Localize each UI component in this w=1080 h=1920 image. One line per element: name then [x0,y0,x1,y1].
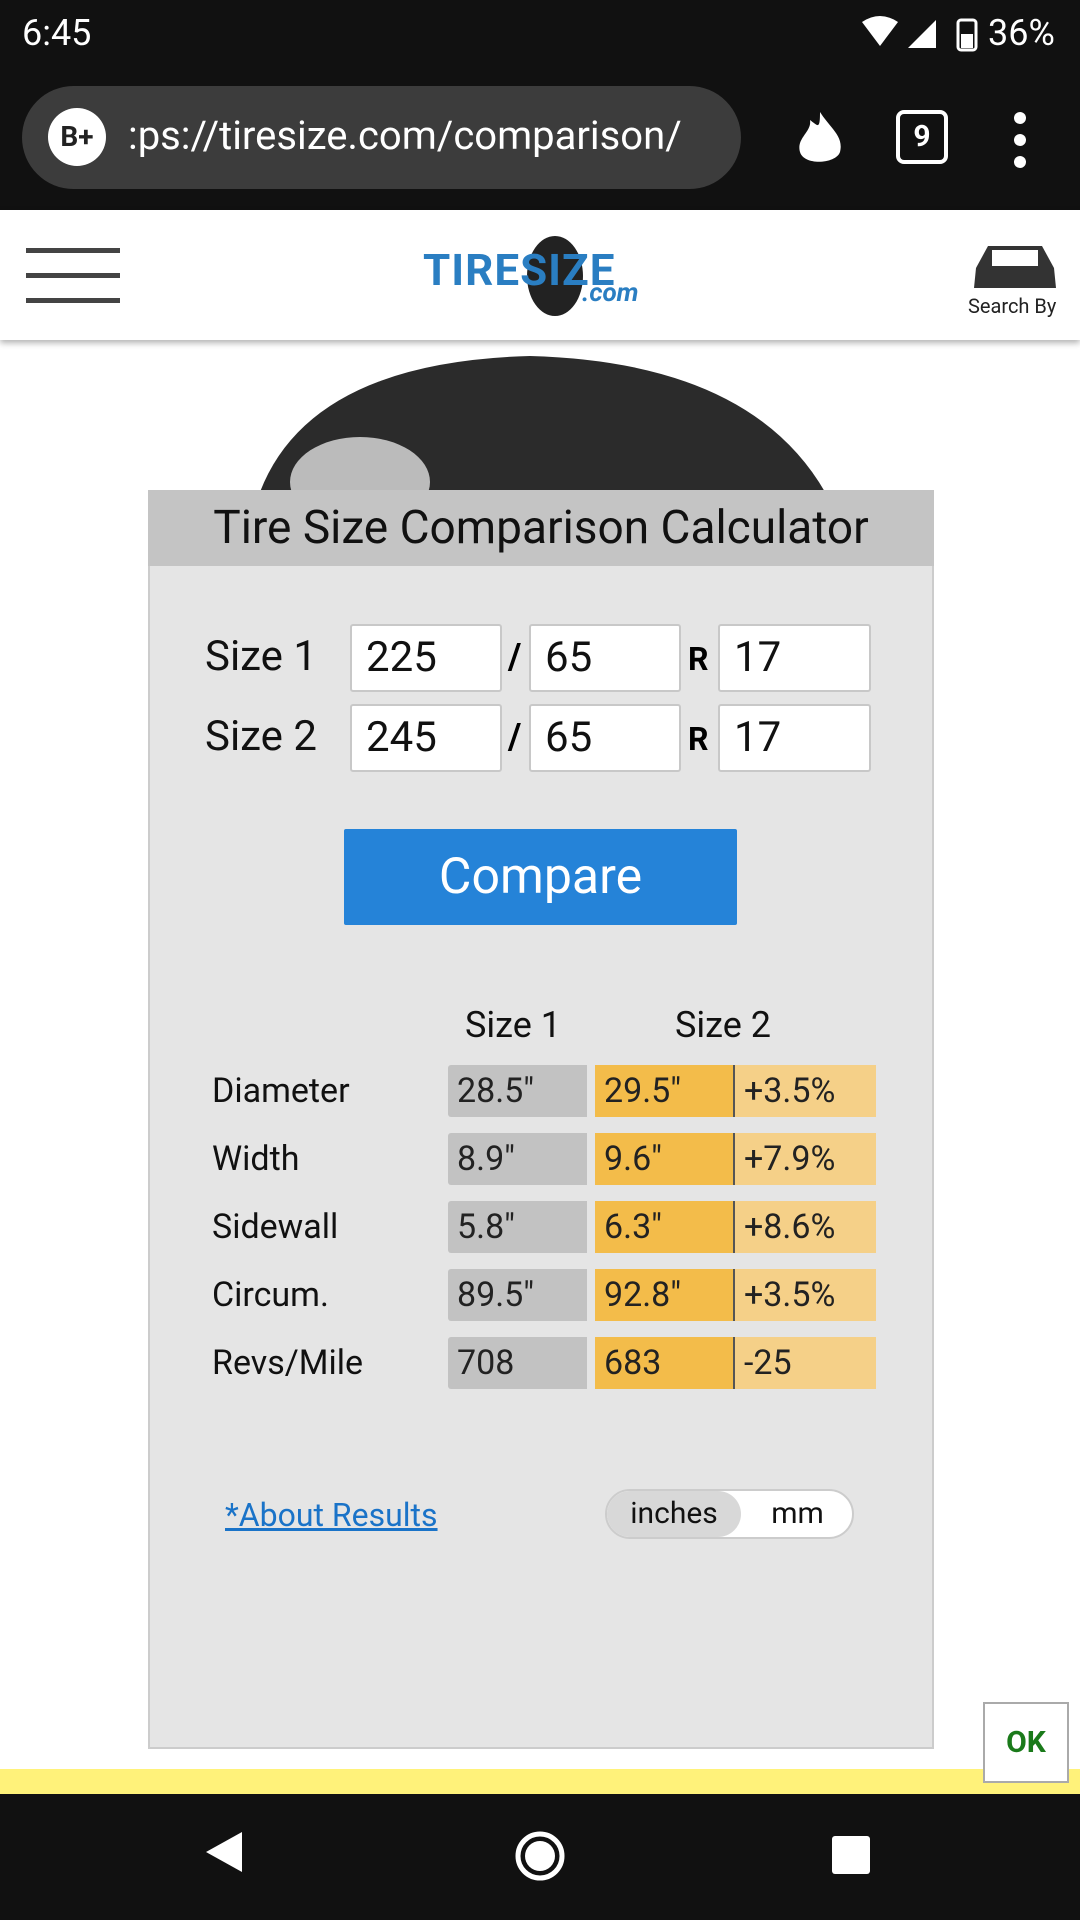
row-label: Diameter [212,1071,350,1111]
url-bar[interactable] [22,86,741,189]
status-battery: 36% [988,12,1055,54]
menu-icon[interactable] [1010,110,1030,170]
size1-value: 5.8" [448,1201,587,1253]
difference: +3.5% [735,1269,876,1321]
rim-input[interactable]: 17 [718,624,871,692]
recents-button[interactable] [832,1836,870,1874]
about-link[interactable]: *About Results [225,1496,438,1534]
size-label: Size 2 [205,712,317,761]
tab-count[interactable]: 9 [896,110,948,164]
size1-value: 28.5" [448,1065,587,1117]
car-icon[interactable] [970,238,1060,292]
logo[interactable]: TIRESIZE [423,244,616,296]
size2-value: 29.5" [595,1065,735,1117]
construction: R [688,640,709,678]
ratio-input[interactable]: 65 [529,624,681,692]
fire-icon[interactable] [790,108,850,168]
ratio-input[interactable]: 65 [529,704,681,772]
row-label: Revs/Mile [212,1343,364,1383]
rim-input[interactable]: 17 [718,704,871,772]
width-input[interactable]: 245 [350,704,502,772]
back-button[interactable] [206,1832,242,1872]
size1-value: 708 [448,1337,587,1389]
home-button[interactable] [515,1831,565,1881]
status-icons [862,16,978,52]
tire-image [260,356,825,492]
hamburger[interactable] [26,246,120,306]
size2-value: 6.3" [595,1201,735,1253]
status-time: 6:45 [22,12,92,54]
column-header: Size 1 [465,1004,561,1046]
calculator-panel [148,490,934,1749]
row-label: Width [212,1139,300,1179]
difference: +3.5% [735,1065,876,1117]
logo-tire [527,236,583,316]
banner-strip [0,1769,1080,1794]
size2-value: 92.8" [595,1269,735,1321]
url-text[interactable]: :ps://tiresize.com/comparison/ [128,112,682,159]
row-label: Sidewall [212,1207,339,1247]
size-label: Size 1 [205,632,317,681]
difference: -25 [735,1337,876,1389]
difference: +7.9% [735,1133,876,1185]
width-input[interactable]: 225 [350,624,502,692]
column-header: Size 2 [675,1004,771,1046]
size2-value: 683 [595,1337,735,1389]
logo-sub: .com [582,278,639,308]
nav-buttons [206,1831,870,1881]
construction: R [688,720,709,758]
separator: / [508,716,522,758]
row-label: Circum. [212,1275,329,1315]
size2-value: 9.6" [595,1133,735,1185]
site-badge[interactable]: B+ [48,108,106,166]
search-by[interactable]: Search By [968,294,1057,318]
calculator-title: Tire Size Comparison Calculator [148,490,934,566]
compare-button[interactable]: Compare [344,829,737,925]
unit-mm[interactable]: mm [771,1496,824,1531]
ok-button[interactable]: OK [983,1702,1069,1783]
separator: / [508,636,522,678]
size1-value: 8.9" [448,1133,587,1185]
size1-value: 89.5" [448,1269,587,1321]
difference: +8.6% [735,1201,876,1253]
unit-inches[interactable]: inches [607,1491,741,1537]
